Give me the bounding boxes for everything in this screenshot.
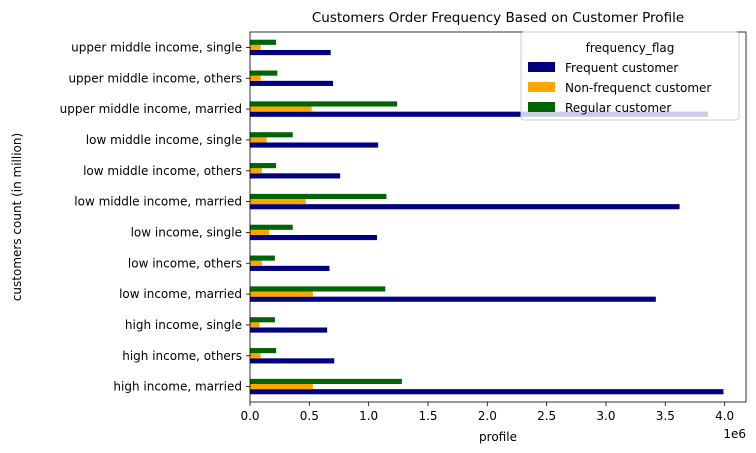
y-tick-label: low income, married xyxy=(119,287,242,301)
bar xyxy=(250,229,269,235)
y-axis: high income, married high income, others h… xyxy=(60,40,250,394)
bar xyxy=(250,199,306,205)
bar xyxy=(250,260,262,266)
legend-swatch xyxy=(528,102,555,112)
bar xyxy=(250,111,709,117)
x-tick-label: 4.0 xyxy=(715,409,734,423)
x-axis-offset-label: 1e6 xyxy=(723,427,746,441)
bar xyxy=(250,358,335,364)
bar xyxy=(250,142,379,148)
bar xyxy=(250,322,260,328)
legend-entry: Regular customer xyxy=(565,101,671,115)
y-tick-label: high income, others xyxy=(122,349,242,363)
bar xyxy=(250,234,377,241)
bar xyxy=(250,224,293,230)
bar xyxy=(250,291,313,297)
bar xyxy=(250,70,278,76)
plot-frame xyxy=(249,31,747,403)
legend-title: frequency_flag xyxy=(586,41,675,55)
y-axis-label: customers count (in million) xyxy=(10,133,24,301)
legend-entry: Non-frequenct customer xyxy=(565,81,711,95)
x-axis: 0.0 0.5 1.0 1.5 2.0 2.5 3.0 3.5 4.0 xyxy=(240,402,734,423)
bar xyxy=(250,137,267,143)
bar xyxy=(250,378,402,385)
bar xyxy=(250,106,312,112)
x-tick-label: 1.0 xyxy=(359,409,378,423)
bar xyxy=(250,384,313,390)
bar xyxy=(250,296,656,302)
bar xyxy=(250,255,275,261)
bar xyxy=(250,353,261,359)
bar xyxy=(250,101,398,107)
bar xyxy=(250,204,680,210)
y-tick-label: low middle income, married xyxy=(74,195,242,209)
x-tick-label: 2.0 xyxy=(478,409,497,423)
x-tick-label: 3.5 xyxy=(656,409,675,423)
bar xyxy=(250,49,331,56)
y-tick-label: low income, single xyxy=(131,225,242,239)
y-tick-label: upper middle income, single xyxy=(71,40,242,54)
y-tick-label: high income, single xyxy=(125,318,242,332)
bar xyxy=(250,317,275,323)
chart-title: Customers Order Frequency Based on Custo… xyxy=(312,10,684,26)
y-tick-label: low middle income, others xyxy=(83,164,242,178)
y-tick-label: low income, others xyxy=(128,256,242,270)
bar xyxy=(250,44,261,50)
bar xyxy=(250,168,262,174)
bar xyxy=(250,348,277,354)
bar xyxy=(250,389,724,395)
y-tick-label: high income, married xyxy=(113,380,242,394)
x-axis-label: profile xyxy=(479,430,517,444)
x-tick-label: 1.5 xyxy=(418,409,437,423)
bar xyxy=(250,80,334,86)
legend-swatch xyxy=(528,82,555,92)
legend: frequency_flag Frequent customer Non-freq… xyxy=(520,31,740,121)
bar xyxy=(250,193,387,200)
bar xyxy=(250,132,293,138)
bar xyxy=(250,163,277,169)
x-tick-label: 0.5 xyxy=(300,409,319,423)
bars-group xyxy=(250,39,724,395)
x-tick-label: 3.0 xyxy=(596,409,615,423)
bar xyxy=(250,39,277,45)
legend-items: Frequent customer Non-frequenct customer R… xyxy=(528,61,711,115)
y-tick-label: upper middle income, married xyxy=(60,102,242,116)
bar xyxy=(250,327,328,333)
x-tick-label: 2.5 xyxy=(537,409,556,423)
x-tick-label: 0.0 xyxy=(240,409,259,423)
legend-entry: Frequent customer xyxy=(565,61,678,75)
y-tick-label: upper middle income, others xyxy=(68,71,242,85)
bar xyxy=(250,75,261,81)
legend-box xyxy=(520,31,740,121)
bar xyxy=(250,265,330,271)
legend-swatch xyxy=(528,62,555,72)
y-tick-label: low middle income, single xyxy=(86,133,242,147)
bar xyxy=(250,173,341,179)
bar xyxy=(250,286,386,292)
